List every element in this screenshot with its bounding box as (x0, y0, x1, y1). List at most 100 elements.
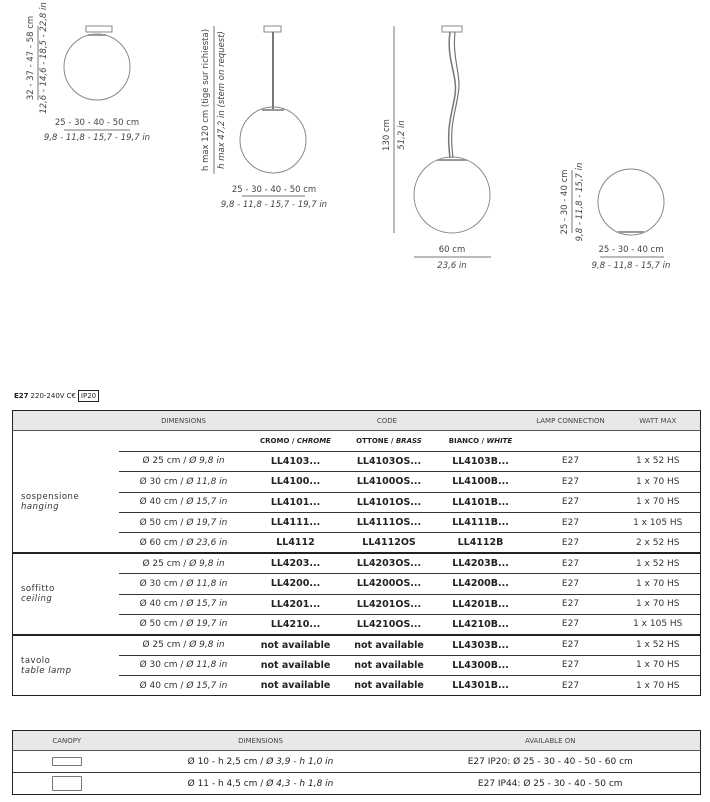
code-brass: not available (342, 654, 436, 676)
product-drawings: 32 - 37 - 47 - 58 cm 12,6 - 14,6 - 18,5 … (26, 2, 671, 271)
table-height-cm: 25 - 30 - 40 cm (560, 169, 570, 234)
table-lamp-drawing (571, 168, 665, 258)
table-row: Ø 60 cm / Ø 23,6 in LL4112 LL4112OS LL4112B… (13, 532, 701, 554)
voltage: 220-240V (30, 392, 65, 400)
table-row: Ø 40 cm / Ø 15,7 in not available not avai… (13, 675, 701, 696)
category-en: ceiling (21, 594, 53, 605)
code-chrome: LL4103... (248, 450, 343, 472)
finish-brass-it: OTTONE / (356, 437, 396, 446)
table-row: tavolo table lamp Ø 25 cm / Ø 9,8 in not av… (12, 633, 701, 696)
finish-chrome: CROMO / CHROME (249, 431, 343, 451)
code-chrome: LL4101... (248, 491, 343, 513)
table-row: Ø 40 cm / Ø 15,7 in LL4201... LL4201OS... L… (13, 593, 701, 615)
table-row: Ø 50 cm / Ø 19,7 in LL4111... LL4111OS... L… (13, 511, 701, 533)
table-row: Ø 11 - h 4,5 cm / Ø 4,3 - h 1,8 in E27 I… (12, 772, 701, 795)
table-width-in: 9,8 - 11,8 - 15,7 in (592, 261, 671, 271)
finish-chrome-it: CROMO / (260, 437, 297, 446)
dimension-cm: Ø 50 cm / (139, 517, 187, 528)
watt-max: 1 x 52 HS (615, 552, 701, 574)
canopy-large-icon (51, 776, 82, 791)
dimension-cm: Ø 60 cm / (139, 537, 187, 548)
ceiling-width-in: 9,8 - 11,8 - 15,7 - 19,7 in (44, 133, 150, 143)
watt-max: 1 x 70 HS (615, 593, 701, 615)
dimension-cell: Ø 25 cm / Ø 9,8 in (118, 633, 249, 656)
table-width-cm: 25 - 30 - 40 cm (598, 245, 663, 255)
lamp-connection: E27 (525, 552, 616, 574)
header-available-on: AVAILABLE ON (400, 730, 701, 751)
dimension-cell: Ø 40 cm / Ø 15,7 in (118, 593, 249, 615)
code-chrome: not available (248, 675, 343, 696)
code-white: LL4100B... (435, 471, 526, 493)
finish-white: BIANCO / WHITE (436, 431, 526, 451)
category-0: sospensione hanging (13, 451, 119, 553)
header-canopy: CANOPY (12, 730, 121, 751)
code-white: LL4303B... (435, 633, 526, 656)
pendant-stem-height-in: h max 47,2 in (stem on request) (217, 31, 227, 169)
dimension-cell: Ø 50 cm / Ø 19,7 in (118, 511, 249, 533)
code-chrome: LL4200... (248, 573, 343, 595)
dimension-in: Ø 15,7 in (186, 599, 228, 610)
code-brass: LL4112OS (342, 532, 436, 554)
dimension-cm: Ø 25 cm / (142, 640, 190, 651)
dimension-in: Ø 9,8 in (189, 640, 225, 651)
pendant-stem-height-cm: h max 120 cm (tige sur richiesta) (201, 29, 211, 171)
lamp-connection: E27 (525, 675, 616, 696)
dimension-in: Ø 11,8 in (186, 578, 228, 589)
dimension-in: Ø 11,8 in (186, 476, 228, 487)
code-chrome: not available (248, 654, 343, 676)
watt-max: 1 x 52 HS (615, 450, 701, 472)
dimension-cell: Ø 40 cm / Ø 15,7 in (118, 675, 249, 696)
finish-brass: OTTONE / BRASS (343, 431, 436, 451)
lamp-connection: E27 (525, 532, 616, 554)
dimension-cell: Ø 50 cm / Ø 19,7 in (118, 613, 249, 635)
ip-rating: IP20 (77, 390, 100, 402)
code-white: LL4103B... (435, 450, 526, 472)
watt-max: 1 x 70 HS (615, 675, 701, 696)
watt-max: 1 x 52 HS (615, 633, 701, 656)
pendant-cable-drawing (393, 25, 491, 258)
socket-type: E27 (14, 392, 29, 400)
code-white: LL4300B... (435, 654, 526, 676)
table-row: Ø 30 cm / Ø 11,8 in not available not avai… (13, 654, 701, 676)
code-chrome: LL4100... (248, 471, 343, 493)
code-chrome: not available (248, 633, 343, 656)
code-white: LL4111B... (435, 511, 526, 533)
dimension-in: Ø 15,7 in (186, 680, 228, 691)
pendant-cable-height-cm: 130 cm (382, 119, 392, 151)
dimension-in: Ø 19,7 in (186, 619, 228, 630)
code-white: LL4112B (435, 532, 526, 554)
dimension-in: Ø 19,7 in (186, 517, 228, 528)
category-en: hanging (21, 501, 60, 512)
pendant-stem-width-in: 9,8 - 11,8 - 15,7 - 19,7 in (221, 200, 327, 210)
ceiling-lamp-drawing (37, 25, 131, 131)
finish-header-row: CROMO / CHROME OTTONE / BRASS BIANCO / WHI… (13, 431, 701, 451)
finish-chrome-en: CHROME (296, 437, 331, 446)
code-brass: LL4210OS... (342, 613, 436, 635)
category-it: soffitto (21, 584, 55, 595)
dimension-in: Ø 15,7 in (186, 497, 228, 508)
ceiling-height-in: 12,6 - 14,6 - 18,5 - 22,8 in (39, 2, 49, 114)
table-row: Ø 40 cm / Ø 15,7 in LL4101... LL4101OS... L… (13, 491, 701, 513)
code-white: LL4201B... (435, 593, 526, 615)
code-brass: LL4200OS... (342, 573, 436, 595)
table-row: Ø 10 - h 2,5 cm / Ø 3,9 - h 1,0 in E27 I… (12, 750, 701, 773)
code-brass: LL4100OS... (342, 471, 436, 493)
dimension-cell: Ø 30 cm / Ø 11,8 in (118, 471, 249, 493)
category-en: table lamp (21, 665, 72, 676)
code-chrome: LL4203... (248, 552, 343, 574)
category-1: soffitto ceiling (12, 552, 119, 635)
canopy-dim-in: Ø 4,3 - h 1,8 in (266, 778, 334, 789)
canopy-available-on: E27 IP44: Ø 25 - 30 - 40 - 50 cm (400, 772, 701, 795)
canopy-dim-cm: Ø 10 - h 2,5 cm / (187, 756, 267, 767)
code-white: LL4200B... (435, 573, 526, 595)
code-chrome: LL4112 (248, 532, 343, 554)
code-brass: LL4201OS... (342, 593, 436, 615)
code-chrome: LL4111... (248, 511, 343, 533)
lamp-connection: E27 (525, 593, 616, 615)
pendant-cable-height-in: 51,2 in (397, 120, 407, 149)
code-chrome: LL4201... (248, 593, 343, 615)
header-lamp-connection: LAMP CONNECTION (525, 410, 616, 432)
dimension-cell: Ø 25 cm / Ø 9,8 in (118, 552, 249, 574)
ce-mark: C€ (66, 392, 76, 400)
lamp-connection: E27 (525, 573, 616, 595)
